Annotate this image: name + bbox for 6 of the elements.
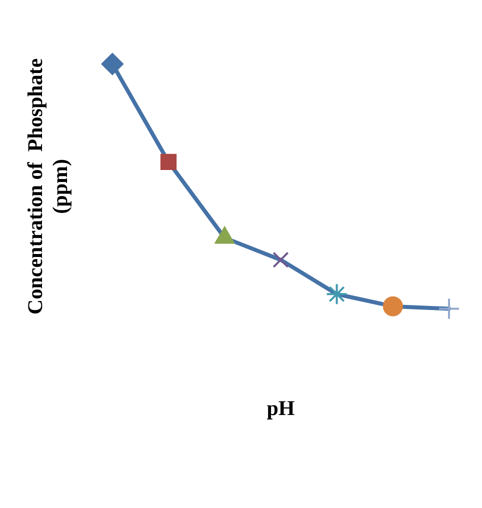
point [101, 53, 124, 75]
x-axis-title: pH [266, 396, 295, 420]
point [326, 283, 348, 306]
point [382, 296, 403, 316]
y-axis-title: Concentration of Phosphate (ppm) [23, 58, 72, 314]
point [438, 298, 460, 320]
